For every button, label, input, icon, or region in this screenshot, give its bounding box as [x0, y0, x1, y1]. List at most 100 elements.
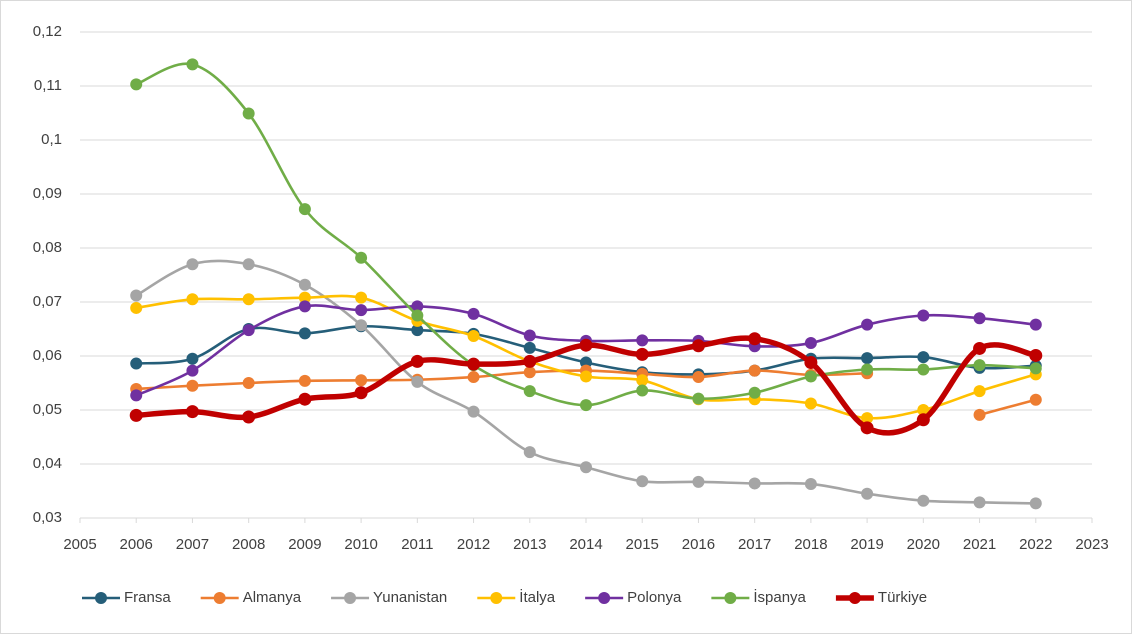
point [635, 347, 649, 361]
legend-marker [95, 592, 107, 604]
x-tick-label: 2023 [1075, 536, 1108, 553]
x-tick-label: 2017 [738, 536, 771, 553]
point [130, 78, 143, 91]
x-tick-label: 2019 [850, 536, 883, 553]
point [186, 293, 199, 306]
point [973, 341, 987, 355]
x-tick-label: 2008 [232, 536, 265, 553]
point [186, 58, 199, 71]
legend-marker [598, 592, 611, 604]
point [355, 251, 368, 264]
x-tick-label: 2006 [120, 536, 153, 553]
x-tick-label: 2020 [907, 536, 940, 553]
point [580, 370, 592, 383]
point [636, 374, 649, 387]
point [242, 324, 255, 337]
point [973, 408, 986, 421]
point [861, 412, 874, 425]
point [186, 352, 199, 365]
point [298, 300, 311, 313]
point [917, 494, 930, 507]
legend-label: Yunanistan [373, 589, 447, 606]
y-tick-label: 0,06 [33, 347, 62, 364]
y-tick-label: 0,08 [33, 239, 62, 256]
point [861, 487, 874, 500]
point [355, 319, 368, 332]
point [1029, 497, 1042, 510]
y-tick-label: 0,07 [33, 293, 62, 310]
point [467, 371, 480, 384]
x-tick-label: 2016 [682, 536, 715, 553]
legend-label: Polonya [627, 589, 682, 606]
point [580, 399, 592, 412]
x-tick-label: 2007 [176, 536, 209, 553]
point [298, 291, 311, 304]
y-tick-label: 0,03 [33, 509, 62, 526]
point [467, 405, 480, 418]
point [186, 364, 199, 377]
point [130, 389, 143, 402]
point [973, 359, 986, 372]
point [355, 304, 368, 317]
point [1029, 393, 1042, 406]
point [523, 354, 537, 368]
legend-marker [490, 592, 503, 604]
point [1029, 318, 1042, 331]
y-tick-label: 0,1 [41, 131, 62, 148]
point [580, 461, 592, 474]
point [186, 379, 199, 392]
point [298, 392, 312, 406]
point [917, 309, 930, 322]
x-tick-label: 2010 [344, 536, 377, 553]
point [410, 354, 424, 368]
point [691, 339, 705, 353]
point [242, 107, 255, 120]
point [861, 318, 874, 331]
x-tick-label: 2013 [513, 536, 546, 553]
point [523, 329, 536, 342]
point [917, 404, 930, 416]
point [242, 377, 255, 389]
legend-label: Fransa [124, 589, 171, 606]
point [804, 397, 817, 410]
point [1029, 348, 1043, 362]
point [355, 291, 368, 304]
point [298, 374, 311, 387]
point [298, 327, 311, 340]
point [411, 375, 424, 388]
point [692, 392, 705, 405]
x-tick-label: 2005 [63, 536, 96, 553]
x-tick-label: 2009 [288, 536, 321, 553]
x-tick-label: 2014 [569, 536, 602, 553]
point [467, 357, 481, 371]
point [692, 475, 705, 488]
point [861, 352, 874, 365]
point [748, 477, 761, 490]
point [130, 301, 143, 314]
point [917, 363, 930, 376]
point [411, 300, 424, 313]
point [129, 408, 143, 422]
point [973, 496, 986, 509]
point [916, 413, 930, 427]
point [298, 203, 311, 216]
point [748, 364, 761, 377]
y-tick-label: 0,05 [33, 401, 62, 418]
legend-label: İtalya [519, 588, 556, 606]
y-tick-label: 0,11 [34, 77, 62, 94]
x-tick-label: 2022 [1019, 536, 1052, 553]
point [130, 357, 143, 370]
x-tick-label: 2011 [401, 536, 433, 553]
point [636, 475, 649, 488]
point [467, 330, 480, 343]
x-tick-label: 2012 [457, 536, 490, 553]
point [130, 289, 143, 302]
point [692, 371, 705, 384]
point [411, 324, 424, 337]
legend-label: Türkiye [878, 589, 927, 606]
point [636, 384, 649, 397]
point [354, 386, 368, 400]
point [973, 312, 986, 325]
legend-label: Almanya [243, 589, 302, 606]
